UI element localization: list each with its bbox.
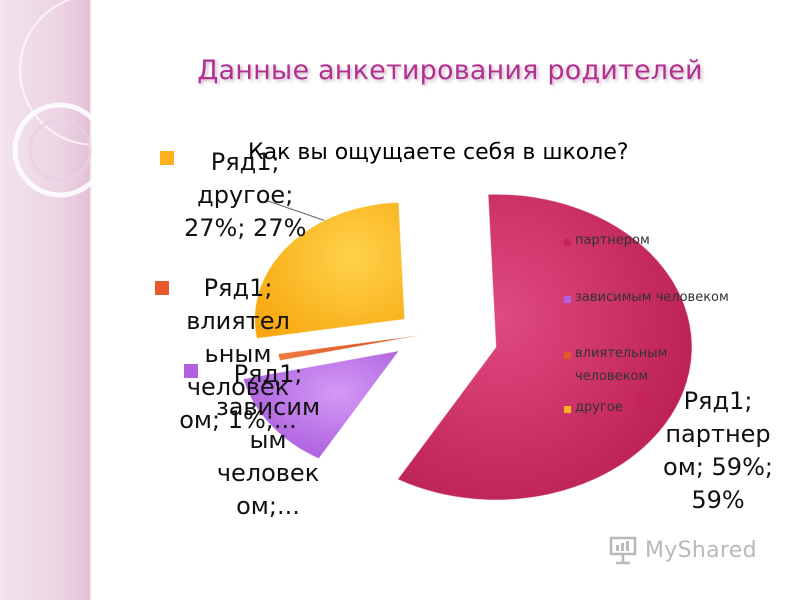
data-label-dependent: Ряд1; зависим ым человек ом;...: [208, 358, 328, 523]
deco-circle-3: [28, 118, 92, 182]
label-key-dependent: [184, 364, 198, 378]
data-label-partner-line: 59%: [691, 486, 745, 514]
left-decorative-band: [0, 0, 88, 600]
legend-swatch-partner: [564, 239, 571, 246]
legend-swatch-influential: [564, 352, 571, 359]
slice-dependent: [242, 349, 401, 460]
data-label-other-line: 27%; 27%: [184, 214, 307, 242]
legend-label-influential: влиятельным человеком: [575, 346, 668, 384]
label-key-other: [160, 151, 174, 165]
slice-influential: [277, 334, 421, 362]
data-label-influential-line: ьным: [204, 340, 272, 368]
slice-other: [254, 201, 406, 340]
legend-swatch-dependent: [564, 296, 571, 303]
data-label-influential-line: влиятел: [186, 307, 290, 335]
band-edge: [88, 0, 92, 600]
presentation-board-icon: [609, 536, 637, 565]
legend-item-partner: партнером: [564, 233, 650, 252]
slide-title: Данные анкетирования родителей: [197, 55, 703, 86]
data-label-partner-line: ом; 59%;: [663, 453, 773, 481]
chart-title: Как вы ощущаете себя в школе?: [248, 140, 629, 165]
data-label-dependent-line: зависим: [215, 393, 321, 421]
deco-circle-2: [19, 0, 160, 146]
data-label-dependent-line: ым: [249, 426, 287, 454]
watermark-text: MyShared: [645, 537, 757, 563]
data-label-other: Ряд1; другое; 27%; 27%: [184, 146, 306, 245]
data-label-influential-line: человек: [186, 373, 290, 401]
data-label-dependent-line: Ряд1;: [233, 360, 303, 388]
label-key-partner: [636, 392, 650, 406]
legend-label-dependent: зависимым человеком: [575, 290, 729, 305]
data-label-influential-line: ом; 1%;...: [179, 406, 297, 434]
decorative-circles: [12, 0, 160, 198]
data-label-partner: Ряд1; партнер ом; 59%; 59%: [652, 385, 784, 517]
leader-line-other: [264, 199, 327, 222]
slice-partner: [396, 193, 693, 501]
watermark: MyShared: [607, 535, 757, 565]
legend-label-other: другое: [575, 400, 623, 415]
legend-item-influential: влиятельным человеком: [564, 346, 714, 388]
data-label-influential: Ряд1; влиятел ьным человек ом; 1%;...: [178, 272, 298, 437]
deco-circle-1: [12, 102, 108, 198]
data-label-partner-line: Ряд1;: [683, 387, 753, 415]
data-label-other-line: другое;: [197, 181, 294, 209]
label-key-influential: [155, 281, 169, 295]
legend-swatch-other: [564, 406, 571, 413]
data-label-dependent-line: ом;...: [236, 492, 300, 520]
legend-label-partner: партнером: [575, 233, 650, 248]
data-label-dependent-line: человек: [216, 459, 320, 487]
legend-item-other: другое: [564, 400, 623, 419]
data-label-other-line: Ряд1;: [210, 148, 280, 176]
legend-item-dependent: зависимым человеком: [564, 290, 729, 309]
data-label-partner-line: партнер: [665, 420, 771, 448]
data-label-influential-line: Ряд1;: [203, 274, 273, 302]
